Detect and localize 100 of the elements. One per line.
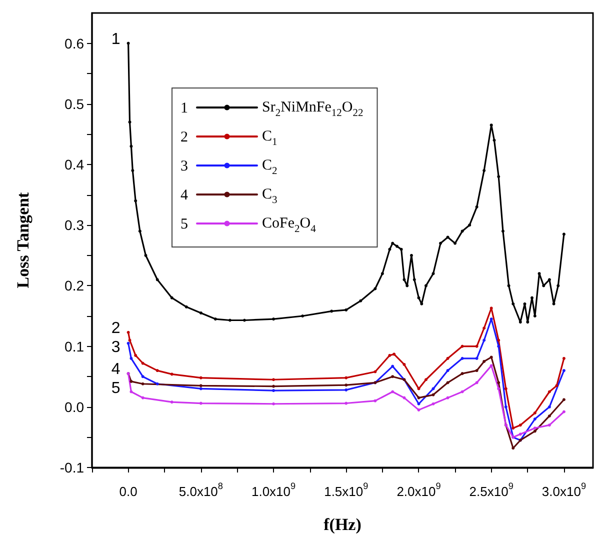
point (460, 390, 464, 394)
point (344, 308, 348, 312)
point (128, 338, 132, 342)
point (380, 272, 384, 276)
annotation: 2 (111, 320, 120, 337)
point (126, 342, 130, 345)
point (417, 396, 420, 400)
point (497, 381, 500, 384)
point (482, 326, 486, 330)
point (475, 356, 478, 360)
point (417, 402, 420, 406)
point (391, 375, 394, 378)
point (395, 244, 398, 248)
point (518, 432, 522, 436)
point (214, 318, 217, 321)
point (391, 364, 394, 368)
point (497, 344, 500, 348)
point (199, 387, 202, 390)
point (412, 278, 416, 282)
point (446, 369, 450, 372)
point (374, 287, 377, 290)
point (497, 175, 500, 178)
point (548, 414, 551, 418)
point (199, 376, 202, 380)
point (359, 299, 362, 302)
point (518, 424, 522, 427)
point (374, 370, 377, 374)
point (490, 124, 493, 127)
point (526, 320, 530, 324)
point (388, 248, 392, 251)
point (170, 400, 174, 404)
point (523, 302, 526, 306)
point (432, 402, 435, 406)
point (533, 418, 536, 421)
point (126, 330, 130, 334)
point (141, 396, 144, 400)
point (170, 372, 174, 376)
point (134, 354, 138, 357)
point (512, 302, 515, 306)
point (446, 396, 450, 400)
point (130, 390, 133, 394)
point (170, 296, 174, 300)
point (199, 402, 202, 405)
point (184, 305, 188, 308)
point (410, 254, 413, 257)
point (512, 426, 515, 430)
y-tick-label: 0.2 (64, 278, 84, 294)
point (460, 344, 464, 348)
point (391, 390, 394, 394)
annotation: 5 (111, 380, 120, 398)
point (501, 230, 504, 233)
line-series (126, 306, 566, 430)
point (497, 338, 500, 342)
point (497, 387, 500, 390)
point (518, 320, 522, 324)
point (492, 138, 496, 142)
point (406, 284, 409, 288)
point (417, 408, 420, 412)
point (460, 356, 464, 360)
point (130, 356, 133, 360)
point (141, 362, 144, 365)
point (272, 402, 276, 406)
point (468, 224, 472, 227)
point (482, 169, 486, 172)
point (344, 384, 348, 387)
point (424, 378, 428, 382)
point (533, 430, 536, 433)
point (482, 360, 486, 363)
point (199, 384, 202, 388)
point (542, 284, 546, 288)
point (130, 144, 133, 148)
point (475, 344, 478, 348)
point (556, 284, 560, 288)
point (392, 352, 396, 356)
point (475, 205, 478, 208)
point (475, 381, 478, 384)
y-tick-label: 0.0 (64, 398, 84, 415)
point (538, 272, 541, 276)
point (562, 232, 566, 236)
point (420, 302, 424, 306)
point (552, 302, 556, 306)
point (432, 272, 435, 276)
point (242, 318, 246, 322)
point (400, 248, 403, 251)
text: 4 (180, 188, 188, 204)
y-tick-label: 0.5 (64, 96, 84, 112)
y-axis-title: Loss Tangent (14, 192, 32, 288)
point (141, 375, 144, 378)
point (460, 230, 464, 233)
line-series (126, 356, 566, 450)
point (156, 278, 159, 282)
point (402, 362, 406, 366)
point (432, 387, 435, 390)
point (156, 382, 159, 386)
point (402, 278, 406, 282)
point (344, 402, 348, 405)
point (555, 384, 558, 388)
point (507, 284, 510, 288)
point (141, 382, 144, 386)
line-series (126, 318, 566, 442)
